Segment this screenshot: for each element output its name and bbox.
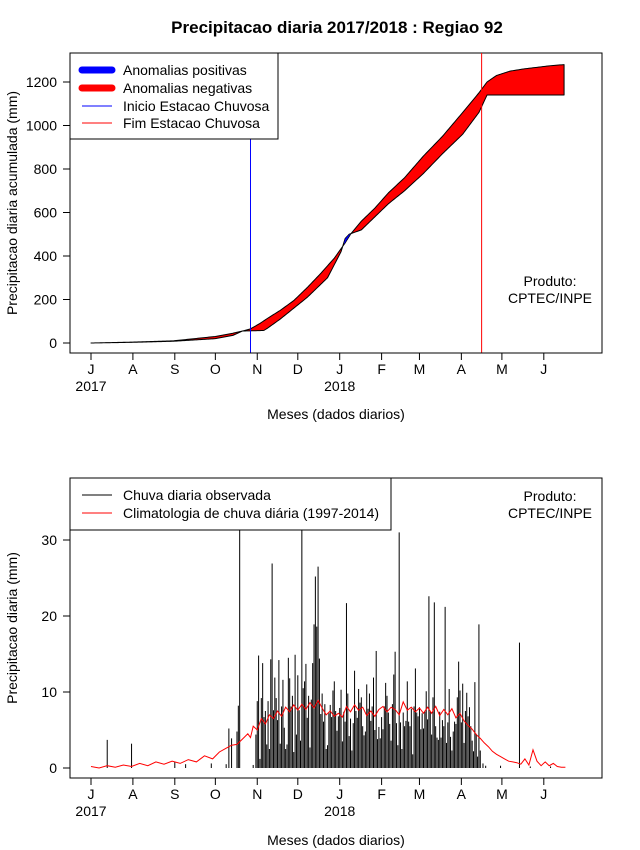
y-tick-label: 10 (41, 684, 57, 700)
legend: Chuva diaria observada Climatologia de c… (69, 477, 392, 531)
x-tick-label: A (457, 786, 467, 802)
legend: Anomalias positivas Anomalias negativas … (69, 52, 279, 140)
legend-label-positive: Anomalias positivas (123, 62, 247, 78)
legend-label-end: Fim Estacao Chuvosa (123, 115, 260, 131)
y-tick-label: 1000 (26, 118, 57, 134)
x-tick-label: J (540, 786, 547, 802)
x-tick-label: N (252, 361, 262, 377)
y-tick-label: 30 (41, 532, 57, 548)
legend-label-negative: Anomalias negativas (123, 80, 252, 96)
x-tick-label: N (252, 786, 262, 802)
product-source: CPTEC/INPE (508, 505, 592, 521)
product-label: Produto: (524, 273, 577, 289)
legend-label-start: Inicio Estacao Chuvosa (123, 98, 270, 114)
y-axis-label: Precipitacao diaria acumulada (mm) (4, 91, 20, 315)
climatology-series-line (90, 699, 566, 769)
x-tick-label: D (293, 361, 303, 377)
x-tick-label: A (128, 361, 138, 377)
positive-anomaly-area (343, 233, 351, 246)
climatology-line (90, 699, 566, 769)
x-tick-label: J (336, 786, 343, 802)
x-axis-label: Meses (dados diarios) (267, 406, 405, 422)
year-label: 2017 (75, 803, 106, 819)
x-tick-label: F (377, 361, 386, 377)
y-axis: 0 200 400 600 800 1000 1200 (26, 74, 71, 351)
y-tick-label: 200 (34, 292, 58, 308)
y-tick-label: 600 (34, 205, 58, 221)
chart-title: Precipitacao diaria 2017/2018 : Regiao 9… (171, 18, 503, 37)
negative-anomaly-area (90, 64, 565, 344)
x-tick-label: J (336, 361, 343, 377)
legend-box (69, 477, 392, 531)
x-tick-label: J (540, 361, 547, 377)
x-tick-label: M (496, 361, 508, 377)
x-tick-label: S (170, 786, 179, 802)
y-axis-label: Precipitacao diaria (mm) (4, 552, 20, 704)
year-label: 2018 (324, 378, 355, 394)
anomaly-area (90, 64, 565, 344)
product-label: Produto: (524, 488, 577, 504)
legend-label-observed: Chuva diaria observada (123, 487, 271, 503)
x-tick-label: M (496, 786, 508, 802)
x-tick-label: J (88, 361, 95, 377)
year-label: 2017 (75, 378, 106, 394)
y-tick-label: 400 (34, 248, 58, 264)
y-axis: 0 10 20 30 (41, 532, 71, 776)
legend-label-climatology: Climatologia de chuva diária (1997-2014) (123, 505, 379, 521)
x-axis-label: Meses (dados diarios) (267, 832, 405, 848)
x-tick-label: M (414, 786, 426, 802)
x-tick-label: F (377, 786, 386, 802)
x-tick-label: A (128, 786, 138, 802)
observed-bars (106, 528, 552, 768)
x-tick-label: M (414, 361, 426, 377)
y-tick-label: 1200 (26, 74, 57, 90)
y-tick-label: 0 (49, 335, 57, 351)
x-tick-label: A (457, 361, 467, 377)
x-tick-label: S (170, 361, 179, 377)
y-tick-label: 800 (34, 161, 58, 177)
year-label: 2018 (324, 803, 355, 819)
x-tick-label: J (88, 786, 95, 802)
x-tick-label: O (210, 361, 221, 377)
product-source: CPTEC/INPE (508, 290, 592, 306)
x-tick-label: D (293, 786, 303, 802)
y-tick-label: 0 (49, 760, 57, 776)
y-tick-label: 20 (41, 608, 57, 624)
x-tick-label: O (210, 786, 221, 802)
